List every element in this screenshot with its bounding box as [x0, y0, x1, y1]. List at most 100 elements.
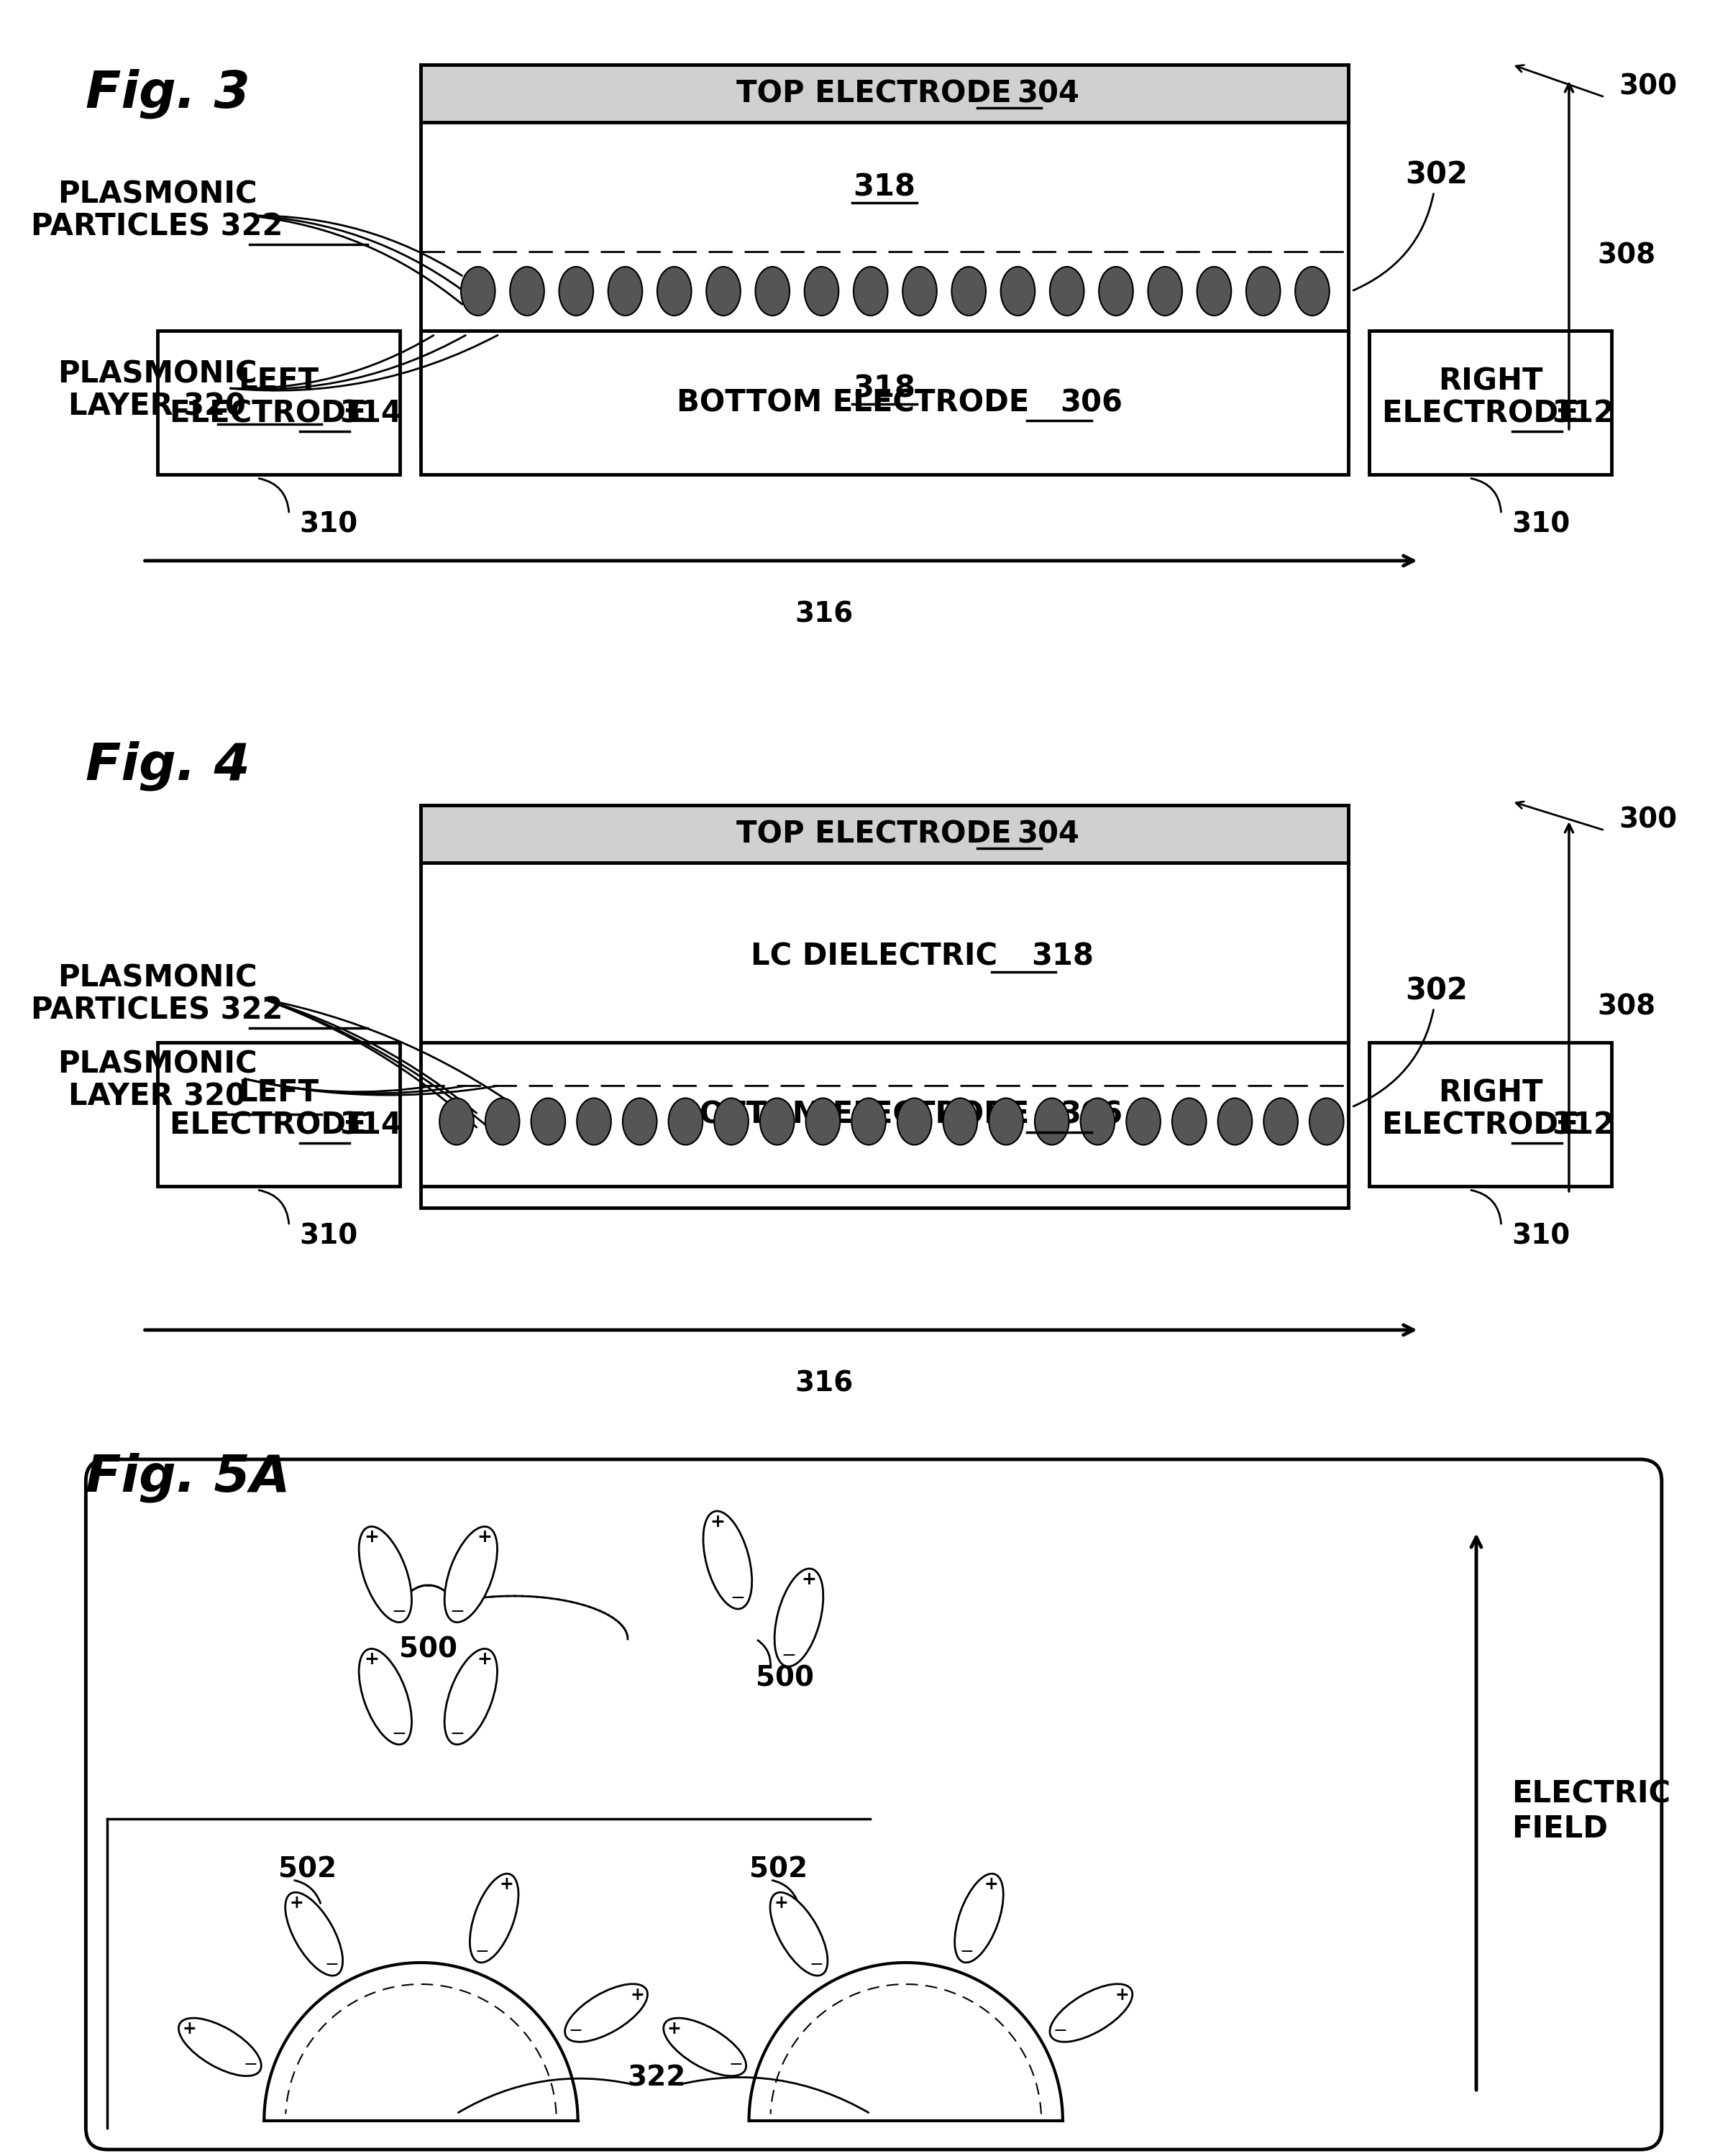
Text: +: +: [364, 1529, 380, 1546]
Text: LEFT: LEFT: [237, 1078, 319, 1108]
Text: −: −: [392, 1602, 406, 1619]
Text: −: −: [809, 1955, 823, 1973]
Ellipse shape: [565, 1984, 648, 2042]
Text: ELECTRODE: ELECTRODE: [170, 1110, 386, 1141]
Text: PARTICLES 322: PARTICLES 322: [31, 211, 282, 241]
Text: 310: 310: [1511, 1222, 1570, 1250]
Ellipse shape: [359, 1526, 412, 1621]
Text: +: +: [984, 1876, 998, 1893]
Ellipse shape: [903, 267, 938, 315]
Ellipse shape: [657, 267, 691, 315]
Ellipse shape: [707, 267, 740, 315]
Text: 310: 310: [300, 511, 359, 537]
Text: −: −: [451, 1725, 464, 1742]
Text: 308: 308: [1598, 992, 1655, 1020]
Ellipse shape: [1035, 1097, 1069, 1145]
Ellipse shape: [1099, 267, 1133, 315]
Ellipse shape: [440, 1097, 473, 1145]
Ellipse shape: [485, 1097, 520, 1145]
Ellipse shape: [178, 2018, 262, 2076]
Text: 502: 502: [749, 1856, 808, 1882]
Ellipse shape: [1080, 1097, 1114, 1145]
Bar: [421, 330, 1348, 474]
Text: Fig. 5A: Fig. 5A: [87, 1453, 291, 1503]
Text: LEFT: LEFT: [237, 367, 319, 397]
Text: 500: 500: [756, 1664, 815, 1692]
Ellipse shape: [1218, 1097, 1253, 1145]
Ellipse shape: [775, 1570, 823, 1667]
Ellipse shape: [577, 1097, 612, 1145]
Ellipse shape: [943, 1097, 977, 1145]
Bar: [158, 1041, 400, 1186]
Text: −: −: [782, 1647, 795, 1664]
Text: LAYER 320: LAYER 320: [68, 390, 246, 420]
Text: 304: 304: [1017, 78, 1080, 108]
Ellipse shape: [955, 1874, 1003, 1962]
Text: −: −: [244, 2057, 258, 2074]
Ellipse shape: [560, 267, 593, 315]
Bar: [421, 65, 1348, 123]
Ellipse shape: [510, 267, 544, 315]
Text: +: +: [711, 1514, 724, 1531]
Text: PARTICLES 322: PARTICLES 322: [31, 994, 282, 1024]
Text: BOTTOM ELECTRODE: BOTTOM ELECTRODE: [676, 1100, 1050, 1130]
Ellipse shape: [530, 1097, 565, 1145]
Text: 314: 314: [340, 399, 402, 429]
Ellipse shape: [1295, 267, 1329, 315]
Ellipse shape: [1198, 267, 1230, 315]
Text: Fig. 3: Fig. 3: [87, 69, 250, 119]
Text: +: +: [499, 1876, 513, 1893]
Ellipse shape: [622, 1097, 657, 1145]
Text: PLASMONIC: PLASMONIC: [57, 358, 256, 388]
Text: −: −: [728, 2057, 743, 2074]
Text: +: +: [667, 2020, 681, 2037]
Text: 322: 322: [627, 2063, 686, 2091]
Bar: [1369, 1041, 1612, 1186]
Text: 300: 300: [1619, 806, 1678, 832]
Text: 318: 318: [1031, 940, 1094, 970]
FancyBboxPatch shape: [87, 1460, 1662, 2150]
Text: −: −: [451, 1602, 464, 1619]
Text: Fig. 4: Fig. 4: [87, 740, 250, 791]
Text: RIGHT: RIGHT: [1438, 1078, 1542, 1108]
Ellipse shape: [608, 267, 643, 315]
Ellipse shape: [714, 1097, 749, 1145]
Text: 316: 316: [795, 1369, 853, 1397]
Text: 306: 306: [1061, 388, 1123, 418]
Ellipse shape: [359, 1649, 412, 1744]
Text: BOTTOM ELECTRODE: BOTTOM ELECTRODE: [676, 388, 1050, 418]
Text: +: +: [364, 1651, 380, 1669]
Text: 308: 308: [1598, 241, 1655, 270]
Ellipse shape: [1000, 267, 1035, 315]
Ellipse shape: [664, 2018, 747, 2076]
Text: −: −: [475, 1943, 489, 1960]
Text: PLASMONIC: PLASMONIC: [57, 962, 256, 992]
Text: +: +: [477, 1529, 492, 1546]
Ellipse shape: [444, 1649, 497, 1744]
Text: 310: 310: [300, 1222, 359, 1250]
Text: 500: 500: [399, 1636, 458, 1664]
Text: −: −: [324, 1955, 340, 1973]
Ellipse shape: [704, 1511, 752, 1608]
Text: LAYER 320: LAYER 320: [68, 1082, 246, 1112]
Text: +: +: [182, 2020, 196, 2037]
Text: 300: 300: [1619, 73, 1678, 99]
Ellipse shape: [470, 1874, 518, 1962]
Bar: [421, 804, 1348, 862]
Text: TOP ELECTRODE: TOP ELECTRODE: [737, 78, 1033, 108]
Ellipse shape: [1147, 267, 1182, 315]
Text: +: +: [289, 1895, 303, 1912]
Text: −: −: [1054, 2022, 1068, 2040]
Text: +: +: [775, 1895, 789, 1912]
Ellipse shape: [1310, 1097, 1343, 1145]
Text: 304: 304: [1017, 819, 1080, 849]
Text: −: −: [960, 1943, 974, 1960]
Text: 502: 502: [279, 1856, 336, 1882]
Text: RIGHT: RIGHT: [1438, 367, 1542, 397]
Text: +: +: [631, 1986, 645, 2003]
Text: 302: 302: [1353, 160, 1468, 291]
Text: +: +: [802, 1572, 816, 1589]
Text: −: −: [730, 1589, 745, 1606]
Ellipse shape: [286, 1893, 343, 1975]
Ellipse shape: [951, 267, 986, 315]
